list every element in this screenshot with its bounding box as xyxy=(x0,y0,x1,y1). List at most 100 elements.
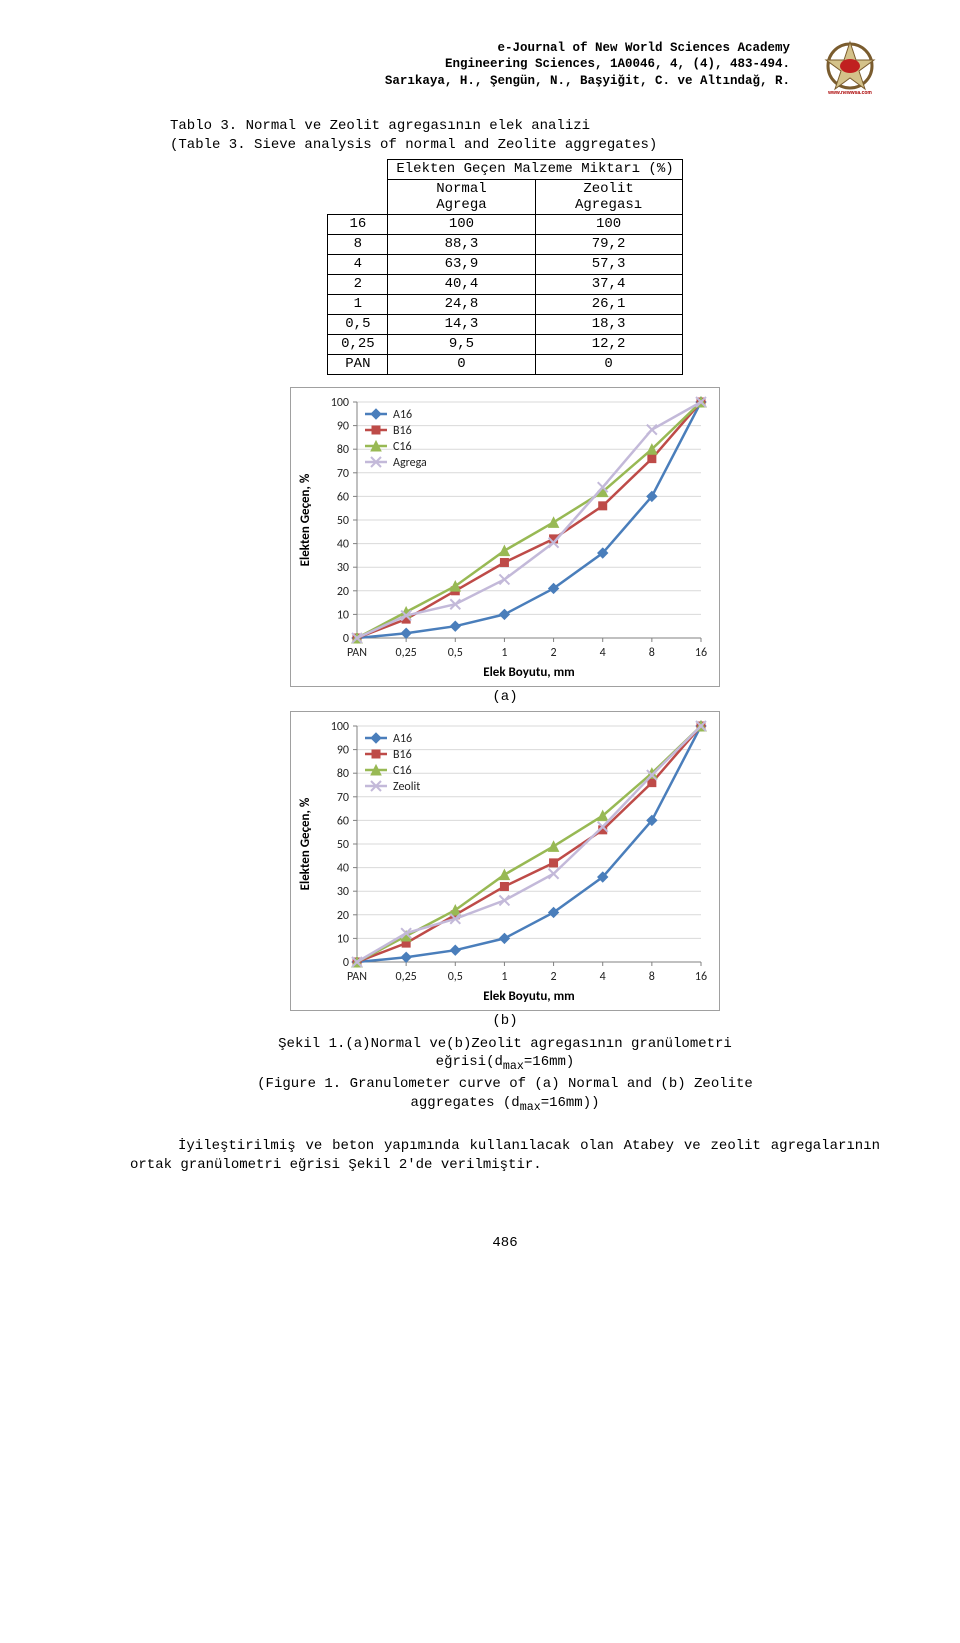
header-line-1: e-Journal of New World Sciences Academy xyxy=(130,40,790,56)
table-cell: 9,5 xyxy=(388,334,535,354)
svg-text:A16: A16 xyxy=(393,732,412,746)
svg-text:4: 4 xyxy=(600,646,606,660)
svg-text:A16: A16 xyxy=(393,408,412,422)
table-caption-line-2: (Table 3. Sieve analysis of normal and Z… xyxy=(170,137,657,153)
svg-text:0,25: 0,25 xyxy=(396,646,417,660)
table-cell: 40,4 xyxy=(388,274,535,294)
svg-text:90: 90 xyxy=(337,419,349,433)
table-cell: 79,2 xyxy=(535,234,682,254)
svg-text:2: 2 xyxy=(551,970,557,984)
table-cell: 88,3 xyxy=(388,234,535,254)
col-header-zeolit: ZeolitAgregası xyxy=(535,179,682,214)
table-row: PAN00 xyxy=(328,354,682,374)
table-row: 0,259,512,2 xyxy=(328,334,682,354)
table-row: 888,379,2 xyxy=(328,234,682,254)
svg-text:70: 70 xyxy=(337,466,349,480)
svg-text:C16: C16 xyxy=(393,764,412,778)
svg-text:60: 60 xyxy=(337,490,349,504)
svg-text:0,5: 0,5 xyxy=(448,970,463,984)
svg-text:100: 100 xyxy=(331,396,349,410)
svg-text:10: 10 xyxy=(337,608,349,622)
svg-text:10: 10 xyxy=(337,932,349,946)
svg-text:1: 1 xyxy=(501,970,507,984)
table-cell: 2 xyxy=(328,274,388,294)
svg-text:0: 0 xyxy=(343,956,349,970)
chart-b-label: (b) xyxy=(130,1013,880,1029)
table-cell: 12,2 xyxy=(535,334,682,354)
table-row: 124,826,1 xyxy=(328,294,682,314)
table-cell: 18,3 xyxy=(535,314,682,334)
svg-text:Elek Boyutu, mm: Elek Boyutu, mm xyxy=(483,989,575,1004)
svg-text:0: 0 xyxy=(343,632,349,646)
svg-text:1: 1 xyxy=(501,646,507,660)
blank-cell xyxy=(328,159,388,179)
table-cell: 26,1 xyxy=(535,294,682,314)
svg-text:16: 16 xyxy=(695,970,707,984)
table-row: 240,437,4 xyxy=(328,274,682,294)
svg-text:90: 90 xyxy=(337,743,349,757)
svg-text:16: 16 xyxy=(695,646,707,660)
table-header-span: Elekten Geçen Malzeme Miktarı (%) xyxy=(388,159,682,179)
chart-a: 0102030405060708090100PAN0,250,5124816El… xyxy=(290,387,720,687)
svg-text:PAN: PAN xyxy=(347,970,367,984)
svg-text:8: 8 xyxy=(649,970,655,984)
svg-text:60: 60 xyxy=(337,814,349,828)
svg-text:0,5: 0,5 xyxy=(448,646,463,660)
header-line-2: Engineering Sciences, 1A0046, 4, (4), 48… xyxy=(130,56,790,72)
table-cell: 100 xyxy=(388,214,535,234)
svg-text:40: 40 xyxy=(337,861,349,875)
journal-header: e-Journal of New World Sciences Academy … xyxy=(130,40,880,89)
svg-text:www.newwsa.com: www.newwsa.com xyxy=(827,90,872,96)
svg-text:Elekten Geçen, %: Elekten Geçen, % xyxy=(298,797,313,890)
svg-text:B16: B16 xyxy=(393,748,412,762)
svg-text:2: 2 xyxy=(551,646,557,660)
svg-text:Zeolit: Zeolit xyxy=(393,780,420,794)
svg-text:Elekten Geçen, %: Elekten Geçen, % xyxy=(298,473,313,566)
blank-cell xyxy=(328,179,388,214)
table-caption: Tablo 3. Normal ve Zeolit agregasının el… xyxy=(170,117,880,155)
table-cell: 24,8 xyxy=(388,294,535,314)
table-row: 463,957,3 xyxy=(328,254,682,274)
table-cell: 16 xyxy=(328,214,388,234)
table-row: 0,514,318,3 xyxy=(328,314,682,334)
table-cell: 57,3 xyxy=(535,254,682,274)
svg-text:30: 30 xyxy=(337,561,349,575)
svg-text:80: 80 xyxy=(337,767,349,781)
table-cell: 0,5 xyxy=(328,314,388,334)
table-cell: 14,3 xyxy=(388,314,535,334)
svg-text:40: 40 xyxy=(337,537,349,551)
svg-text:80: 80 xyxy=(337,443,349,457)
header-line-3: Sarıkaya, H., Şengün, N., Başyiğit, C. v… xyxy=(130,73,790,89)
table-cell: 0,25 xyxy=(328,334,388,354)
svg-text:100: 100 xyxy=(331,720,349,734)
svg-text:20: 20 xyxy=(337,908,349,922)
svg-text:30: 30 xyxy=(337,885,349,899)
figure-caption: Şekil 1.(a)Normal ve(b)Zeolit agregasını… xyxy=(130,1035,880,1116)
table-cell: 8 xyxy=(328,234,388,254)
table-cell: 63,9 xyxy=(388,254,535,274)
svg-text:50: 50 xyxy=(337,514,349,528)
journal-logo-icon: www.newwsa.com xyxy=(820,36,880,96)
svg-text:20: 20 xyxy=(337,584,349,598)
svg-text:50: 50 xyxy=(337,838,349,852)
col-header-normal: NormalAgrega xyxy=(388,179,535,214)
table-row: 16100100 xyxy=(328,214,682,234)
svg-text:Agrega: Agrega xyxy=(393,456,427,470)
svg-text:B16: B16 xyxy=(393,424,412,438)
svg-text:PAN: PAN xyxy=(347,646,367,660)
table-cell: 0 xyxy=(388,354,535,374)
table-cell: 0 xyxy=(535,354,682,374)
sieve-table: Elekten Geçen Malzeme Miktarı (%) Normal… xyxy=(327,159,682,375)
svg-text:Elek Boyutu, mm: Elek Boyutu, mm xyxy=(483,665,575,680)
table-cell: 37,4 xyxy=(535,274,682,294)
table-cell: PAN xyxy=(328,354,388,374)
table-cell: 1 xyxy=(328,294,388,314)
page-number: 486 xyxy=(130,1235,880,1251)
svg-text:70: 70 xyxy=(337,790,349,804)
chart-b: 0102030405060708090100PAN0,250,5124816El… xyxy=(290,711,720,1011)
table-caption-line-1: Tablo 3. Normal ve Zeolit agregasının el… xyxy=(170,118,590,134)
table-cell: 4 xyxy=(328,254,388,274)
svg-text:4: 4 xyxy=(600,970,606,984)
svg-text:C16: C16 xyxy=(393,440,412,454)
body-paragraph: İyileştirilmiş ve beton yapımında kullan… xyxy=(130,1137,880,1175)
